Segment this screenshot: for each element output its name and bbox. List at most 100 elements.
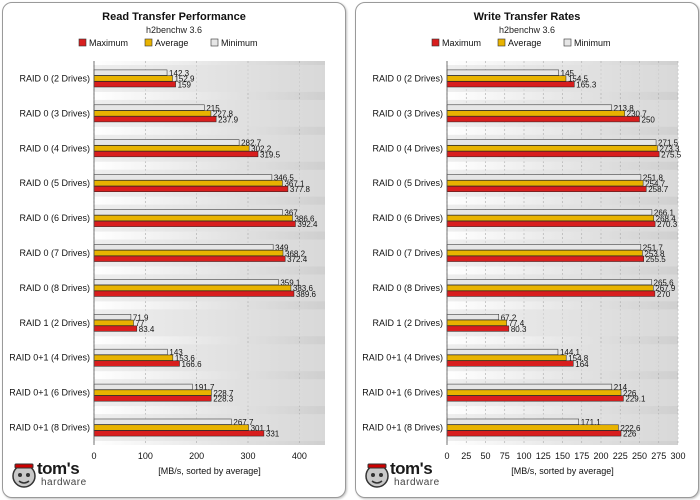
data-label-average: 367.1: [284, 179, 305, 188]
bar-maximum: [446, 81, 575, 88]
bar-minimum: [93, 104, 205, 111]
legend-label-maximum: Maximum: [442, 38, 481, 48]
legend-label-average: Average: [508, 38, 541, 48]
data-label-maximum: 226: [623, 430, 637, 439]
x-tick-label: 150: [555, 451, 570, 461]
bar-maximum: [93, 430, 265, 437]
legend-swatch-minimum: [563, 38, 572, 47]
category-label: RAID 1 (2 Drives): [19, 318, 90, 328]
data-label-average: 253.8: [644, 249, 665, 258]
data-label-minimum: 367: [284, 209, 298, 218]
bar-average: [446, 424, 619, 431]
legend-swatch-average: [144, 38, 153, 47]
data-label-minimum: 191.7: [194, 383, 215, 392]
data-label-maximum: 228.3: [213, 395, 234, 404]
data-label-minimum: 251.8: [643, 174, 664, 183]
read-chart-panel: Read Transfer Performance h2benchw 3.6 Max…: [2, 2, 346, 498]
category-label: RAID 0 (5 Drives): [372, 178, 443, 188]
bar-average: [93, 110, 212, 117]
data-label-maximum: 392.4: [297, 220, 318, 229]
legend-swatch-maximum: [431, 38, 440, 47]
x-tick-label: 175: [574, 451, 589, 461]
data-label-minimum: 145: [561, 69, 575, 78]
data-label-minimum: 282.7: [241, 139, 262, 148]
bar-maximum: [446, 185, 647, 192]
x-tick-label: 25: [461, 451, 471, 461]
legend-label-maximum: Maximum: [89, 38, 128, 48]
data-label-maximum: 237.9: [218, 115, 239, 124]
bar-minimum: [93, 279, 279, 286]
data-label-average: 268.4: [656, 214, 677, 223]
data-label-maximum: 270: [657, 290, 671, 299]
x-tick-label: 100: [516, 451, 531, 461]
toms-hardware-logo: tom's hardware: [364, 459, 450, 491]
data-label-minimum: 265.6: [654, 278, 675, 287]
bar-maximum: [446, 395, 624, 402]
x-tick-label: 225: [613, 451, 628, 461]
data-label-maximum: 389.6: [296, 290, 317, 299]
x-tick-label: 300: [670, 451, 685, 461]
bar-average: [446, 319, 507, 326]
bar-minimum: [446, 418, 579, 425]
data-label-average: 227.8: [213, 110, 234, 119]
data-label-minimum: 71.9: [133, 313, 149, 322]
x-tick-label: 100: [138, 451, 153, 461]
bar-maximum: [446, 255, 644, 262]
legend-swatch-average: [497, 38, 506, 47]
data-label-average: 152.9: [174, 75, 195, 84]
data-label-average: 368.2: [285, 249, 306, 258]
x-tick-label: 50: [480, 451, 490, 461]
logo-mascot-icon: [12, 463, 36, 488]
category-label: RAID 0+1 (4 Drives): [9, 353, 90, 363]
bar-maximum: [93, 151, 259, 158]
data-label-minimum: 143: [169, 348, 183, 357]
data-label-maximum: 250: [642, 115, 656, 124]
data-label-maximum: 83.4: [139, 325, 155, 334]
bar-average: [93, 250, 284, 256]
bar-average: [446, 250, 643, 256]
logo-text: tom's: [37, 459, 80, 478]
data-label-minimum: 359.1: [280, 278, 301, 287]
x-tick-label: 250: [632, 451, 647, 461]
data-label-minimum: 349: [275, 243, 289, 252]
data-label-average: 77: [136, 319, 145, 328]
chart-title: Read Transfer Performance: [102, 11, 246, 23]
write-chart-panel: Write Transfer Rates h2benchw 3.6 Maximum A…: [355, 2, 699, 498]
bar-minimum: [93, 348, 168, 355]
data-label-maximum: 166.6: [182, 360, 203, 369]
data-label-average: 383.6: [293, 284, 314, 293]
bar-maximum: [93, 81, 176, 88]
x-tick-label: 275: [651, 451, 666, 461]
data-label-maximum: 270.3: [657, 220, 678, 229]
bar-average: [93, 180, 283, 187]
data-label-maximum: 319.5: [260, 150, 281, 159]
data-label-maximum: 229.1: [625, 395, 646, 404]
category-label: RAID 0 (7 Drives): [19, 248, 90, 258]
bar-average: [93, 319, 134, 326]
data-label-minimum: 144.1: [560, 348, 581, 357]
x-axis-label: [MB/s, sorted by average]: [511, 466, 614, 476]
data-label-average: 77.4: [509, 319, 525, 328]
x-tick-label: 300: [240, 451, 255, 461]
bar-minimum: [446, 383, 613, 390]
bar-maximum: [93, 290, 295, 297]
data-label-average: 273.3: [659, 145, 680, 154]
bar-maximum: [93, 220, 296, 227]
logo-subtext: hardware: [394, 477, 440, 488]
data-label-minimum: 213.8: [614, 104, 635, 113]
data-label-average: 230.7: [627, 110, 648, 119]
category-label: RAID 1 (2 Drives): [372, 318, 443, 328]
x-tick-label: 125: [536, 451, 551, 461]
x-tick-label: 200: [189, 451, 204, 461]
bar-average: [446, 180, 644, 187]
chart-subtitle: h2benchw 3.6: [499, 25, 555, 35]
bar-average: [93, 145, 250, 152]
bar-average: [446, 110, 625, 117]
data-label-minimum: 142.3: [169, 69, 190, 78]
toms-hardware-logo: tom's hardware: [11, 459, 97, 491]
bar-average: [93, 389, 212, 396]
bar-maximum: [446, 430, 622, 437]
data-label-maximum: 377.8: [290, 185, 311, 194]
bar-minimum: [446, 69, 559, 76]
category-label: RAID 0 (2 Drives): [372, 73, 443, 83]
